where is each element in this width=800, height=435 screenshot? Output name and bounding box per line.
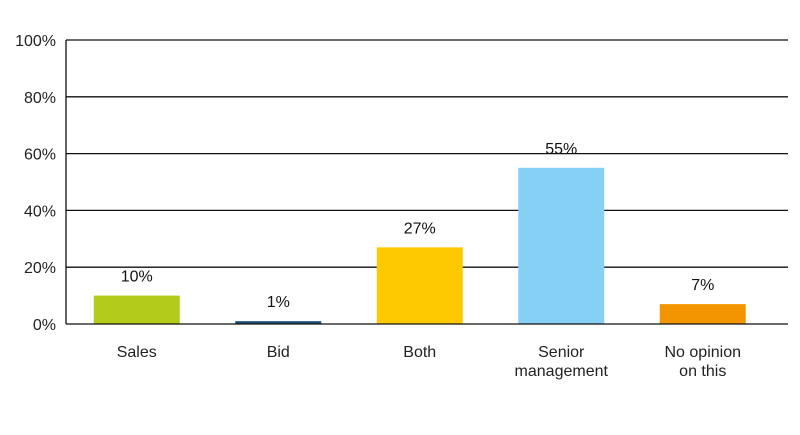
data-label: 1%	[267, 294, 290, 311]
x-tick-label-line: on this	[679, 363, 726, 380]
x-tick-label-line: Sales	[117, 344, 157, 361]
x-tick-label: Bid	[267, 344, 290, 361]
y-tick-label: 20%	[24, 260, 56, 277]
bars	[93, 167, 746, 324]
bar	[518, 167, 605, 324]
x-tick-label-line: Bid	[267, 344, 290, 361]
bar	[235, 321, 322, 324]
x-tick-label-line: Senior	[538, 344, 585, 361]
x-tick-label: Sales	[117, 344, 157, 361]
bar	[376, 247, 463, 324]
bar	[659, 304, 746, 324]
x-tick-label-line: management	[515, 363, 609, 380]
y-tick-label: 100%	[15, 33, 56, 50]
x-tick-label: Senior management	[515, 344, 609, 380]
data-label: 27%	[404, 220, 436, 237]
y-tick-label: 80%	[24, 90, 56, 107]
x-tick-label-line: No opinion	[665, 344, 742, 361]
data-label: 55%	[545, 141, 577, 158]
y-tick-label: 40%	[24, 203, 56, 220]
axes	[65, 40, 788, 325]
bar	[93, 295, 180, 324]
labels: 0% 20% 40% 60% 80% 100% 10% Sales 1% Bid 27% Both 55…	[15, 33, 741, 380]
gridlines	[66, 39, 788, 268]
x-tick-label: No opinion on this	[665, 344, 742, 380]
data-label: 10%	[121, 269, 153, 286]
x-tick-label-line: Both	[403, 344, 436, 361]
y-tick-label: 0%	[33, 317, 56, 334]
data-label: 7%	[691, 277, 714, 294]
x-tick-label: Both	[403, 344, 436, 361]
y-tick-label: 60%	[24, 147, 56, 164]
